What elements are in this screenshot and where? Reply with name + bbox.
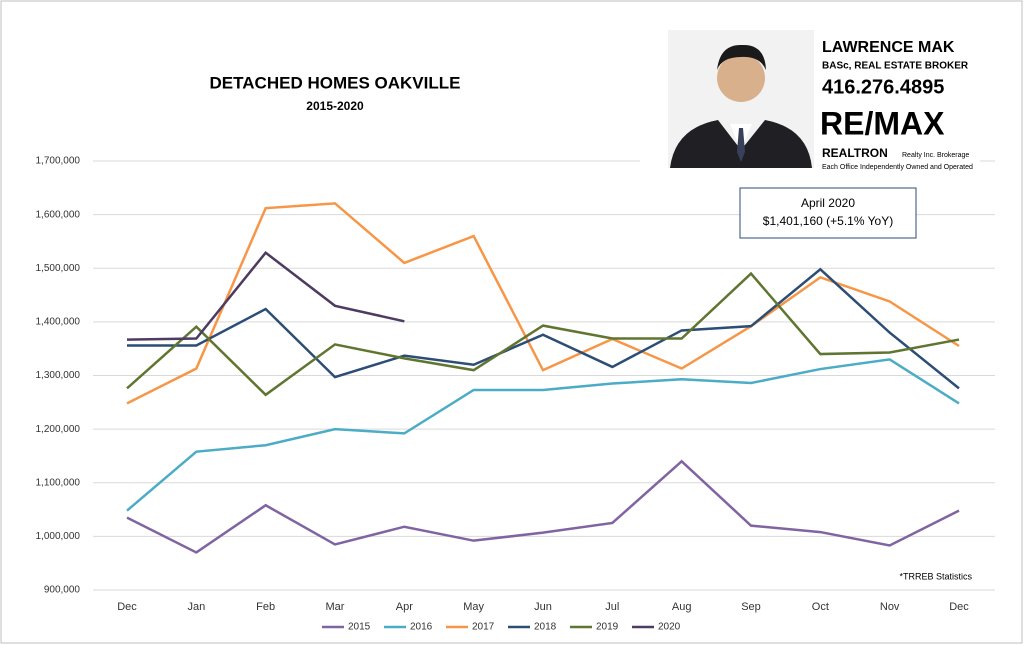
- y-tick-label: 1,100,000: [36, 477, 81, 488]
- series-line: [126, 202, 960, 405]
- legend-label: 2019: [596, 622, 619, 633]
- photo-face: [717, 54, 765, 102]
- y-tick-label: 1,700,000: [36, 156, 81, 167]
- x-tick-label: Mar: [326, 601, 345, 613]
- annotation-box: [739, 187, 917, 239]
- chart-subtitle: 2015-2020: [306, 99, 364, 113]
- agent-name: LAWRENCE MAK: [822, 39, 955, 56]
- legend-label: 2017: [472, 622, 495, 633]
- y-tick-label: 1,000,000: [36, 531, 81, 542]
- y-tick-label: 900,000: [44, 585, 81, 596]
- office-detail: Realty Inc. Brokerage: [902, 152, 969, 159]
- series-line: [126, 271, 960, 397]
- series-line: [126, 250, 405, 341]
- annotation-line1: April 2020: [801, 196, 855, 210]
- agent-phone: 416.276.4895: [822, 76, 944, 98]
- footnote: *TRREB Statistics: [899, 571, 972, 581]
- x-tick-label: May: [463, 601, 484, 613]
- plot: 900,000 1,000,000 1,100,000 1,200,000 1,300,…: [36, 156, 995, 613]
- photo-suit: [670, 120, 812, 168]
- x-tick-label: Jan: [187, 601, 205, 613]
- annotation-line2: $1,401,160 (+5.1% YoY): [763, 214, 893, 228]
- disclaimer: Each Office Independently Owned and Oper…: [822, 164, 973, 171]
- x-tick-label: Jul: [605, 601, 619, 613]
- branding: LAWRENCE MAK BASc, REAL ESTATE BROKER 41…: [640, 14, 980, 174]
- x-tick-label: Dec: [117, 601, 137, 613]
- x-tick-label: Nov: [880, 601, 900, 613]
- legend-label: 2016: [410, 622, 433, 633]
- x-tick-label: Oct: [812, 601, 829, 613]
- x-tick-label: Feb: [256, 601, 275, 613]
- photo-tie: [737, 128, 745, 162]
- series-line: [127, 267, 960, 390]
- legend-label: 2018: [534, 622, 557, 633]
- brand: RE/MAX: [820, 105, 945, 141]
- y-tick-label: 1,600,000: [36, 209, 81, 220]
- photo-hair: [717, 44, 766, 70]
- legend-label: 2015: [348, 622, 371, 633]
- y-tick-label: 1,500,000: [36, 263, 81, 274]
- agent-credentials: BASc, REAL ESTATE BROKER: [822, 61, 969, 72]
- y-tick-label: 1,200,000: [36, 424, 81, 435]
- office: REALTRON: [822, 146, 888, 160]
- series-line: [126, 459, 960, 554]
- x-tick-label: Apr: [396, 601, 413, 613]
- x-tick-label: Aug: [672, 601, 692, 613]
- series-line: [126, 358, 960, 512]
- x-tick-label: Sep: [741, 601, 761, 613]
- chart-title: DETACHED HOMES OAKVILLE: [210, 73, 461, 92]
- y-tick-label: 1,300,000: [36, 370, 81, 381]
- x-tick-label: Dec: [949, 601, 969, 613]
- y-tick-label: 1,400,000: [36, 317, 81, 328]
- legend-label: 2020: [658, 622, 681, 633]
- x-tick-label: Jun: [534, 601, 552, 613]
